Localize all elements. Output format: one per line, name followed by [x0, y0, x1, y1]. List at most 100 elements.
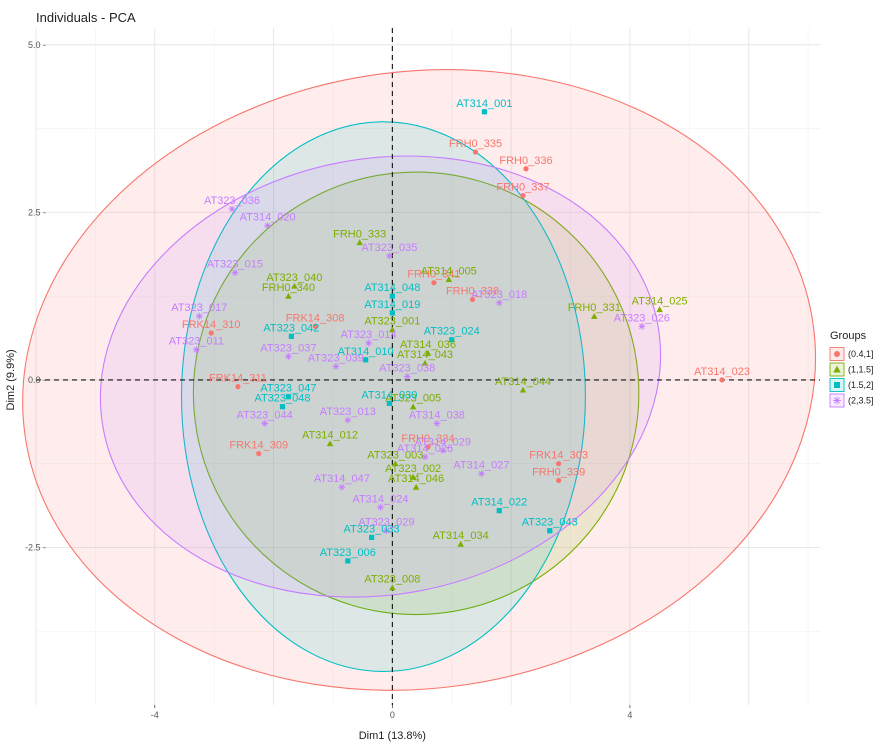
data-point	[365, 339, 372, 347]
data-point	[520, 192, 526, 199]
point-label: FRK14_311	[209, 373, 267, 385]
x-tick-label: 4	[627, 710, 632, 720]
point-label: AT314_025	[632, 296, 688, 308]
data-point	[208, 330, 214, 336]
point-label: AT314_046	[388, 473, 444, 485]
data-point	[412, 483, 420, 490]
data-point	[386, 400, 392, 406]
data-point	[495, 299, 503, 307]
point-label: AT323_002	[385, 463, 441, 475]
x-axis-title: Dim1 (13.8%)	[359, 730, 426, 742]
y-axis-title: Dim2 (9.9%)	[5, 349, 17, 410]
point-label: AT314_005	[421, 265, 477, 277]
point-label: AT314_044	[495, 376, 551, 388]
data-point	[433, 420, 441, 427]
data-point	[481, 109, 488, 115]
legend-marker-3	[834, 382, 840, 388]
point-label: FRH0_334	[401, 433, 454, 445]
data-point	[285, 353, 292, 360]
data-point	[496, 508, 502, 514]
data-point	[228, 205, 236, 213]
data-point	[519, 386, 527, 393]
confidence-ellipse-4	[99, 155, 662, 598]
legend-label-2: (1,1.5]	[848, 365, 874, 375]
point-label: AT323_048	[254, 393, 310, 405]
chart-title: Individuals - PCA	[36, 10, 136, 25]
legend-title: Groups	[830, 330, 867, 342]
point-label: AT323_003	[367, 450, 423, 462]
point-label: AT323_006	[320, 547, 376, 559]
point-label: AT323_036	[204, 195, 260, 207]
data-point	[326, 440, 334, 447]
point-label: AT314_026	[397, 443, 453, 455]
point-label: AT323_043	[522, 517, 578, 529]
data-point	[409, 473, 417, 480]
data-point	[377, 503, 384, 511]
data-point	[288, 333, 294, 339]
legend-marker-4	[833, 396, 841, 405]
point-label: AT314_019	[364, 299, 420, 311]
data-point	[469, 296, 476, 303]
point-label: FRK14_309	[229, 440, 288, 452]
data-point	[356, 239, 363, 246]
point-label: AT314_030	[361, 389, 417, 401]
data-point	[638, 322, 646, 330]
data-point	[556, 461, 562, 467]
data-point	[279, 404, 286, 410]
point-label: AT323_039	[308, 353, 364, 365]
confidence-ellipse-2	[192, 171, 640, 616]
point-label: AT314_048	[364, 282, 420, 294]
data-point	[338, 483, 346, 491]
point-label: AT314_024	[352, 493, 408, 505]
point-label: FRH0_335	[449, 138, 502, 150]
point-label: AT314_010	[338, 346, 394, 358]
legend-label-3: (1.5,2]	[848, 380, 874, 390]
point-label: FRH0_340	[262, 282, 315, 294]
point-label: AT314_038	[409, 409, 465, 421]
data-point	[449, 337, 455, 343]
point-label: FRH0_341	[407, 269, 460, 281]
point-label: AT323_013	[320, 406, 376, 418]
point-label: AT323_008	[364, 574, 420, 586]
point-label: AT314_022	[471, 497, 527, 509]
data-point	[421, 359, 429, 366]
confidence-ellipse-3	[180, 121, 586, 673]
data-points	[192, 109, 725, 591]
y-tick-label: 0.0 -	[28, 375, 46, 385]
point-label: FRH0_339	[532, 466, 585, 478]
data-point	[472, 149, 479, 155]
point-label: AT323_047	[260, 383, 316, 395]
data-point	[591, 312, 598, 319]
data-point	[332, 363, 340, 370]
group-ellipses	[22, 69, 817, 691]
point-labels: FRH0_336 FRH0_335 FRH0_337 FRH0_341 FRH0_338…	[169, 98, 750, 586]
data-point	[261, 420, 269, 427]
point-label: AT323_011	[169, 336, 224, 348]
data-point	[363, 357, 369, 363]
y-tick-label: -2.5 -	[25, 542, 46, 552]
data-point	[656, 306, 663, 313]
data-point	[439, 446, 447, 454]
point-label: AT314_020	[240, 212, 296, 224]
data-point	[195, 312, 203, 320]
point-label: FRH0_337	[496, 182, 549, 194]
data-point	[424, 349, 432, 356]
legend-marker-2	[833, 365, 841, 373]
point-label: AT323_001	[364, 316, 420, 328]
data-point	[386, 252, 393, 260]
data-point	[256, 451, 262, 457]
reference-lines	[36, 28, 820, 705]
data-point	[344, 416, 352, 424]
point-label: FRK14_303	[529, 450, 588, 462]
data-point	[389, 584, 396, 591]
data-point	[445, 276, 453, 282]
data-point	[389, 326, 396, 333]
point-label: FRH0_333	[333, 228, 386, 240]
grid-lines	[35, 28, 820, 705]
data-point	[392, 460, 399, 467]
data-point	[231, 269, 239, 277]
point-label: AT314_027	[453, 460, 509, 472]
point-label: FRK14_308	[286, 312, 345, 324]
point-label: AT323_029	[358, 517, 414, 529]
